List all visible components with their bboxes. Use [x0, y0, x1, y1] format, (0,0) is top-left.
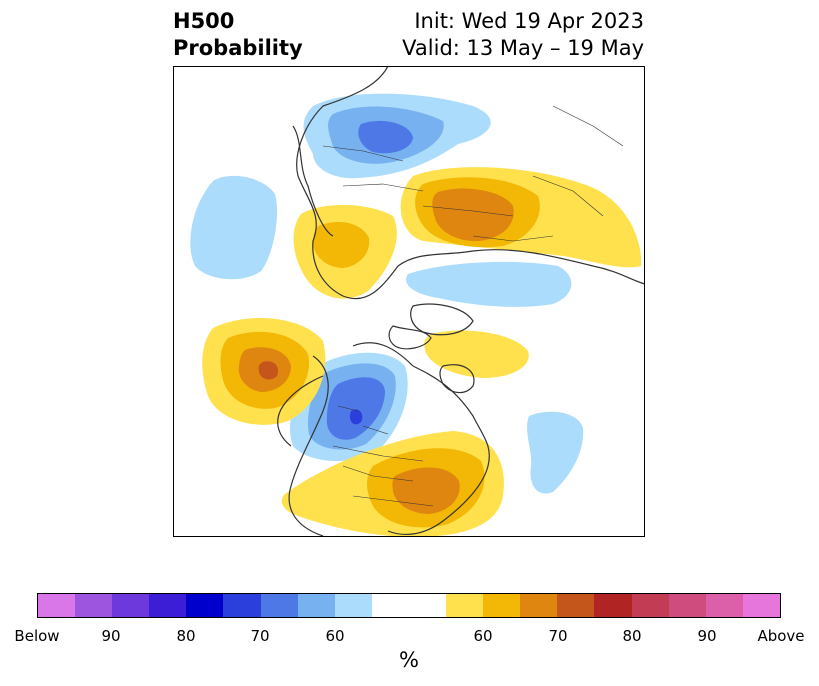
below-region-west-na-strong — [326, 377, 385, 440]
title-product: Probability — [173, 36, 303, 60]
title-variable: H500 — [173, 9, 235, 33]
colorbar-segment — [705, 594, 743, 617]
valid-range: Valid: 13 May – 19 May — [402, 36, 644, 60]
colorbar-tick-below-70: 70 — [250, 627, 270, 645]
political-borders — [322, 105, 624, 507]
coast-eurasia-north — [296, 66, 645, 300]
title-left: H500 Probability — [173, 8, 303, 62]
colorbar-tick-above-70: 70 — [548, 627, 568, 645]
below-region-siberia — [406, 261, 572, 307]
colorbar-segment — [483, 594, 521, 617]
colorbar-tick-above-60: 60 — [473, 627, 493, 645]
border-lines-north-america — [332, 405, 434, 507]
colorbar-segment — [297, 594, 335, 617]
above-region-siberia-core — [432, 188, 514, 242]
colorbar-segment — [75, 594, 113, 617]
above-region-pacific-core — [258, 361, 279, 380]
coast-greenland — [410, 303, 474, 336]
coast-baffin — [439, 364, 475, 394]
above-normal-regions — [202, 167, 642, 537]
colorbar-tick-below-90: 90 — [101, 627, 121, 645]
colorbar-segment — [334, 594, 372, 617]
title-right: Init: Wed 19 Apr 2023 Valid: 13 May – 19… — [402, 8, 644, 62]
colorbar-segment — [38, 594, 76, 617]
colorbar-segment — [742, 594, 780, 617]
colorbar-segment — [149, 594, 187, 617]
map-border — [173, 66, 645, 537]
colorbar — [37, 593, 781, 618]
colorbar-unit-label: % — [399, 648, 419, 672]
colorbar-segment — [520, 594, 558, 617]
colorbar-segment — [112, 594, 150, 617]
init-date: Init: Wed 19 Apr 2023 — [414, 9, 644, 33]
colorbar-tick-above: Above — [757, 627, 805, 645]
colorbar-tick-below: Below — [14, 627, 60, 645]
colorbar-segment — [557, 594, 595, 617]
coast-north-america — [288, 342, 490, 537]
below-region-atlantic-west — [190, 175, 278, 280]
colorbar-segment — [260, 594, 298, 617]
coast-arctic-islands — [388, 325, 432, 350]
colorbar-segment — [446, 594, 484, 617]
probability-map — [173, 66, 645, 537]
colorbar-segment — [223, 594, 261, 617]
colorbar-segment — [408, 594, 447, 617]
colorbar-tick-above-90: 90 — [697, 627, 717, 645]
colorbar-tick-below-80: 80 — [176, 627, 196, 645]
colorbar-tick-below-60: 60 — [325, 627, 345, 645]
colorbar-segment — [186, 594, 224, 617]
below-region-europe-core — [358, 120, 413, 154]
below-region-west-na-core — [349, 409, 363, 425]
below-normal-regions — [190, 93, 584, 494]
colorbar-segment — [668, 594, 706, 617]
below-region-atlantic-east — [527, 411, 584, 494]
colorbar-segment — [371, 594, 409, 617]
colorbar-tick-above-80: 80 — [622, 627, 642, 645]
colorbar-segment — [631, 594, 669, 617]
coast-alaska — [277, 375, 324, 447]
above-region-east-na-strong — [392, 467, 460, 514]
coast-scandinavia — [292, 125, 334, 237]
colorbar-segment — [594, 594, 632, 617]
above-region-arctic — [424, 330, 529, 378]
above-region-greenland-mid — [313, 222, 370, 268]
coastlines — [277, 66, 645, 537]
border-lines-eurasia — [322, 105, 624, 242]
